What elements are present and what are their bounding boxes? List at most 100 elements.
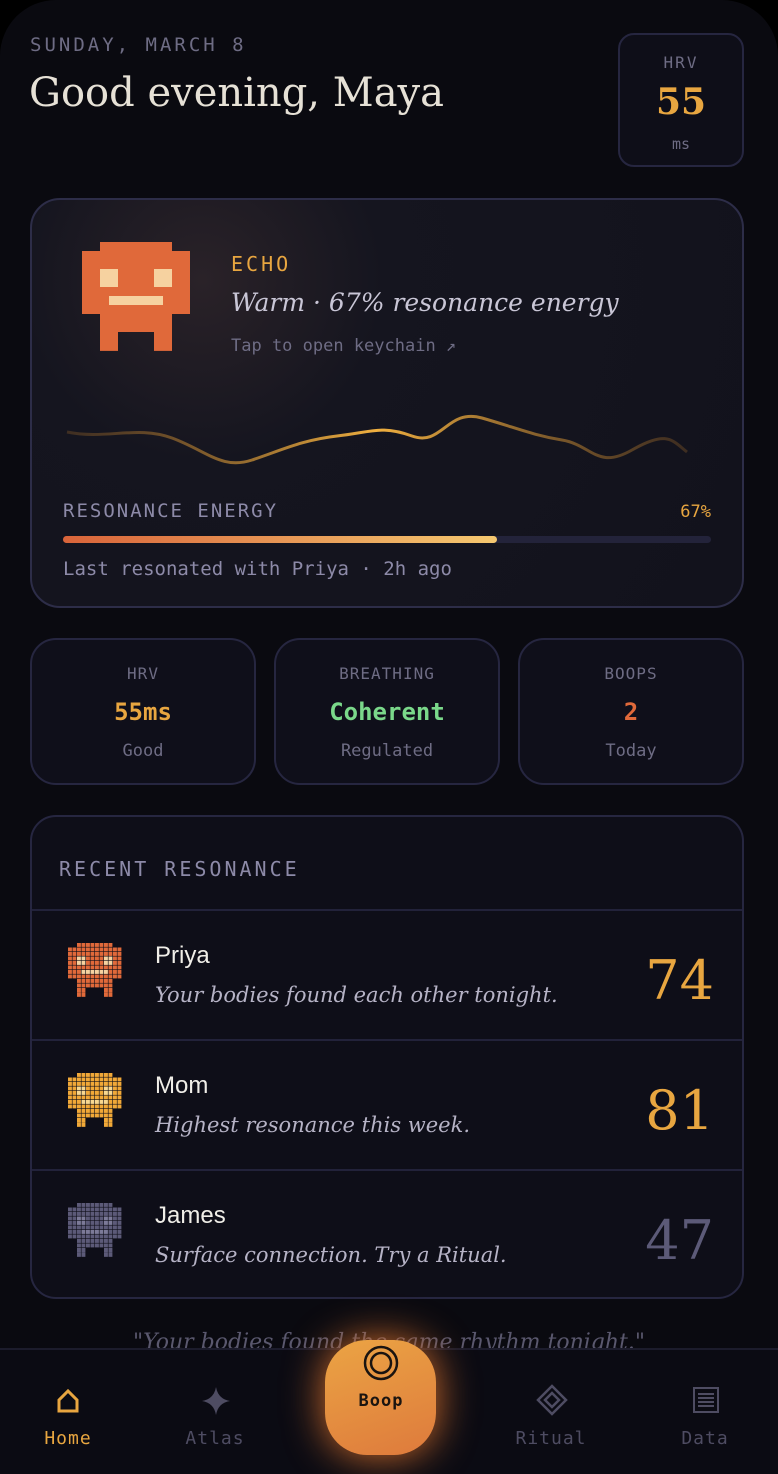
pixel — [127, 242, 136, 251]
pixel — [99, 1086, 104, 1091]
recent-title: RECENT RESONANCE — [59, 857, 300, 881]
pixel — [181, 251, 190, 260]
pixel — [86, 961, 90, 965]
pixel — [95, 1082, 99, 1086]
pixel — [77, 1082, 81, 1086]
pixel — [113, 1082, 117, 1086]
pixel — [72, 1100, 77, 1104]
pixel — [104, 943, 108, 947]
pixel — [100, 269, 109, 278]
pixel — [95, 943, 99, 947]
pixel — [90, 952, 95, 956]
pixel — [136, 296, 145, 305]
pixel — [95, 974, 99, 979]
echo-card[interactable]: ECHO Warm · 67% resonance energy Tap to … — [30, 198, 744, 608]
pixel — [117, 1104, 122, 1109]
pixel — [104, 961, 108, 965]
pixel — [108, 952, 113, 956]
ritual-icon — [536, 1384, 568, 1416]
pixel — [86, 1091, 90, 1095]
pixel — [82, 278, 91, 287]
resonance-row[interactable]: James Surface connection. Try a Ritual. 47 — [32, 1169, 742, 1301]
pixel — [68, 970, 72, 974]
wave — [66, 414, 688, 465]
pixel — [99, 1104, 104, 1109]
pixel — [81, 979, 86, 983]
pixel — [127, 260, 136, 269]
pixel — [145, 251, 154, 260]
pixel — [117, 1230, 122, 1234]
pixel — [100, 251, 109, 260]
pixel — [90, 1234, 95, 1239]
pixel — [72, 1221, 77, 1225]
pixel — [108, 1073, 113, 1077]
pixel — [113, 956, 117, 961]
pixel — [90, 974, 95, 979]
pixel — [77, 1212, 81, 1216]
home-icon — [57, 1388, 79, 1413]
pixel — [100, 305, 109, 314]
resonance-row[interactable]: Priya Your bodies found each other tonigh… — [32, 909, 742, 1041]
pixel — [77, 1243, 81, 1248]
pixel — [95, 1113, 99, 1118]
pixel — [100, 296, 109, 305]
pixel — [72, 974, 77, 979]
pixel — [109, 260, 118, 269]
pixel — [77, 1252, 81, 1257]
stat-label: BOOPS — [604, 664, 658, 683]
pixel — [91, 287, 100, 296]
pixel — [99, 947, 104, 952]
pixel — [145, 278, 154, 287]
pixel — [104, 1207, 108, 1212]
pixel — [77, 1234, 81, 1239]
pixel — [100, 341, 109, 351]
pixel — [77, 1225, 81, 1230]
boop-button[interactable] — [325, 1340, 436, 1455]
pixel — [72, 1207, 77, 1212]
nav-atlas[interactable]: Atlas — [185, 1428, 245, 1449]
friend-message: Highest resonance this week. — [155, 1113, 470, 1137]
hrv-badge[interactable]: HRV 55 ms — [618, 33, 744, 167]
pixel — [117, 1234, 122, 1239]
echo-name: ECHO — [231, 252, 292, 276]
pixel — [86, 1104, 90, 1109]
pixel — [81, 1225, 86, 1230]
pixel — [163, 251, 172, 260]
pixel — [77, 970, 81, 974]
nav-data[interactable]: Data — [681, 1428, 729, 1449]
pixel — [91, 251, 100, 260]
pixel — [108, 1239, 113, 1243]
nav-ritual[interactable]: Ritual — [515, 1428, 587, 1449]
pixel — [68, 1216, 72, 1221]
pixel — [72, 1212, 77, 1216]
energy-label: 67% — [680, 502, 711, 522]
pixel — [104, 952, 108, 956]
pixel — [86, 1212, 90, 1216]
pixel — [81, 1095, 86, 1100]
pixel — [95, 1212, 99, 1216]
keychain-link[interactable]: Tap to open keychain ↗ — [231, 336, 457, 356]
pixel — [86, 1113, 90, 1118]
pixel — [104, 1095, 108, 1100]
pixel — [108, 992, 113, 997]
pixel — [91, 260, 100, 269]
nav-boop[interactable]: Boop — [358, 1391, 404, 1411]
pixel — [108, 1091, 113, 1095]
pixel — [136, 305, 145, 314]
nav-home[interactable]: Home — [44, 1428, 92, 1449]
pixel — [90, 1243, 95, 1248]
pixel — [117, 1100, 122, 1104]
pixel — [108, 1230, 113, 1234]
pixel — [99, 1212, 104, 1216]
pixel — [77, 965, 81, 970]
pixel — [81, 992, 86, 997]
pixel — [99, 1234, 104, 1239]
pixel — [100, 242, 109, 251]
pixel — [163, 278, 172, 287]
pixel — [104, 979, 108, 983]
pixel — [77, 961, 81, 965]
pixel — [99, 1243, 104, 1248]
pixel — [154, 296, 163, 305]
pixel — [90, 1095, 95, 1100]
resonance-row[interactable]: Mom Highest resonance this week. 81 — [32, 1039, 742, 1171]
